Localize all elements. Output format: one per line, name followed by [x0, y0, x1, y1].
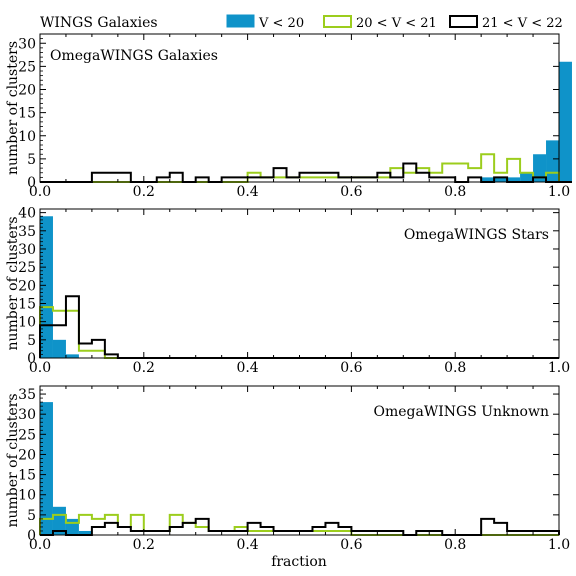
y-tick-label: 0	[27, 351, 36, 367]
y-tick-label: 15	[18, 106, 36, 122]
x-tick-label: 0.6	[340, 537, 362, 553]
y-tick-label: 10	[18, 488, 36, 504]
panel-annotation: OmegaWINGS Stars	[404, 227, 549, 243]
x-tick-label: 0.4	[236, 360, 258, 376]
bar-v-lt-20-35	[494, 177, 508, 182]
y-tick-label: 15	[18, 468, 36, 484]
series-v-lt-20	[40, 216, 79, 358]
bar-v-lt-20-38	[533, 154, 547, 182]
x-tick-label: 0.2	[133, 184, 155, 200]
y-axis-label: number of clusters	[5, 41, 21, 175]
legend-swatch-v-21-22	[449, 15, 478, 28]
x-tick-label: 0.4	[236, 184, 258, 200]
x-tick-label: 0.4	[236, 537, 258, 553]
x-tick-label: 1.0	[548, 537, 570, 553]
y-tick-label: 15	[18, 296, 36, 312]
x-tick-label: 0.2	[133, 537, 155, 553]
step-line-v-20-21	[39, 306, 559, 359]
legend-swatch-v-lt-20	[226, 14, 255, 28]
bar-v-lt-20-1	[52, 506, 66, 535]
legend-swatch-v-20-21	[323, 15, 352, 28]
series-v-21-22	[39, 295, 559, 359]
bar-v-lt-20-2	[65, 518, 79, 535]
figure-title: WINGS Galaxies	[40, 15, 158, 31]
bar-v-lt-20-1	[52, 339, 66, 358]
x-tick-label: 0.6	[340, 184, 362, 200]
y-tick-label: 30	[18, 242, 36, 258]
panel-2: 0.0 0.2 0.4 0.6 0.8 1.0 0 5 10 15 20 25 30 35 40number…	[5, 206, 570, 376]
legend-item-v-20-21: 20 < V < 21	[323, 15, 437, 31]
y-tick-label: 20	[18, 278, 36, 294]
bar-v-lt-20-3	[78, 530, 92, 535]
y-tick-label: 20	[18, 83, 36, 99]
x-tick-label: 0.8	[444, 537, 466, 553]
x-tick-label: 0.0	[29, 184, 51, 200]
x-tick-label: 0.2	[133, 360, 155, 376]
y-tick-label: 40	[18, 206, 36, 222]
series-v-lt-20	[481, 61, 572, 182]
legend-item-v-lt-20: V < 20	[226, 14, 304, 31]
y-tick-label: 25	[18, 59, 36, 75]
y-tick-label: 30	[18, 407, 36, 423]
y-axis-label: number of clusters	[5, 216, 21, 350]
y-tick-label: 30	[18, 36, 36, 52]
y-tick-label: 25	[18, 260, 36, 276]
x-tick-label: 0.0	[29, 360, 51, 376]
x-tick-label: 0.0	[29, 537, 51, 553]
panel-annotation: OmegaWINGS Galaxies	[50, 48, 218, 64]
series-v-20-21	[39, 306, 559, 359]
y-tick-label: 25	[18, 427, 36, 443]
bar-v-lt-20-2	[65, 354, 79, 358]
bar-v-lt-20-0	[40, 216, 53, 358]
legend-label-v-lt-20: V < 20	[258, 16, 304, 31]
y-axis-label: number of clusters	[5, 393, 21, 527]
x-axis-label: fraction	[271, 554, 327, 570]
y-tick-label: 10	[18, 315, 36, 331]
x-tick-label: 0.6	[340, 360, 362, 376]
legend-item-v-21-22: 21 < V < 22	[449, 15, 563, 31]
bar-v-lt-20-37	[520, 172, 534, 182]
y-tick-label: 35	[18, 387, 36, 403]
y-tick-label: 5	[27, 333, 36, 349]
y-tick-label: 0	[27, 175, 36, 191]
panel-annotation: OmegaWINGS Unknown	[374, 404, 550, 420]
x-tick-label: 0.8	[444, 360, 466, 376]
y-tick-label: 35	[18, 224, 36, 240]
legend-label-v-20-21: 20 < V < 21	[356, 16, 437, 31]
x-tick-label: 1.0	[548, 184, 570, 200]
y-tick-label: 5	[27, 508, 36, 524]
bar-v-lt-20-36	[507, 177, 521, 182]
y-tick-label: 10	[18, 129, 36, 145]
bar-v-lt-20-0	[40, 402, 53, 535]
step-line-v-21-22	[39, 295, 559, 359]
x-tick-label: 1.0	[548, 360, 570, 376]
bar-v-lt-20-34	[481, 177, 495, 182]
y-tick-label: 0	[27, 528, 36, 544]
legend-label-v-21-22: 21 < V < 22	[482, 16, 563, 31]
bar-v-lt-20-39	[546, 140, 559, 182]
legend: V < 20 20 < V < 21 21 < V < 22	[226, 14, 563, 31]
x-tick-label: 0.8	[444, 184, 466, 200]
y-tick-label: 20	[18, 447, 36, 463]
y-tick-label: 5	[27, 152, 36, 168]
bar-v-lt-20-40	[559, 61, 572, 182]
